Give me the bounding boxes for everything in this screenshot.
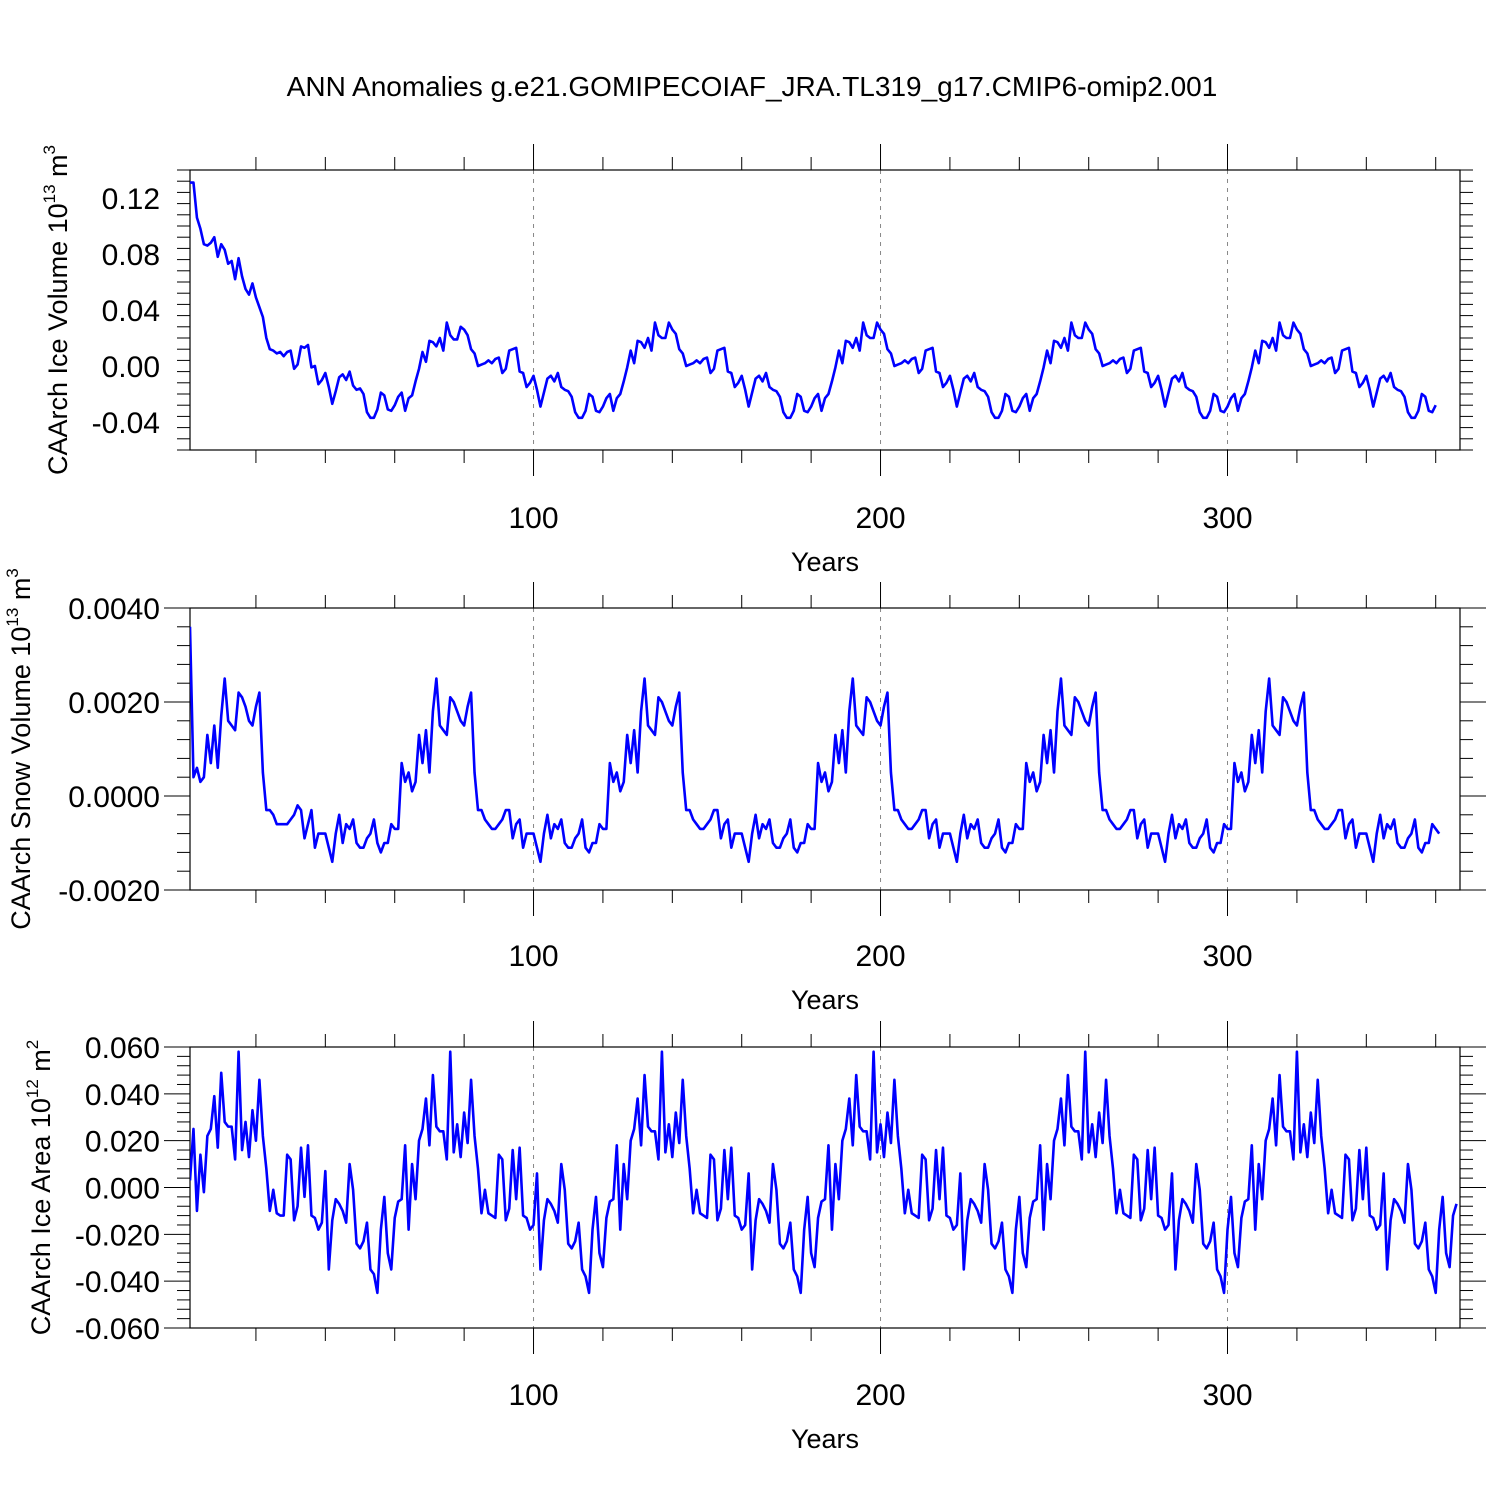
panel-3-y-tick-label: 0.060 <box>85 1032 160 1065</box>
panel-3-series-line <box>190 1050 1458 1295</box>
panel-1-y-axis-title: CAArch Ice Volume 1013 m3 <box>40 145 73 475</box>
panel-1-plot-frame <box>189 169 1461 451</box>
panel-1-y-axis-title-part: 3 <box>40 145 59 154</box>
panel-3-y-axis-title-part: CAArch Ice Area 10 <box>26 1098 56 1335</box>
panel-3-y-axis-title: CAArch Ice Area 1012 m2 <box>23 1040 56 1336</box>
panel-1-y-tick-label: -0.04 <box>92 407 160 440</box>
panel-2-plot-frame <box>189 607 1461 891</box>
panel-1-x-tick-label: 200 <box>855 502 905 535</box>
panel-3: 100 200 300 -0.060 -0.040 -0.020 0.000 0.020 0.0… <box>23 1021 1486 1454</box>
panel-2-y-tick-label: 0.0020 <box>68 687 160 720</box>
panel-1-x-axis-title: Years <box>791 547 859 577</box>
panel-2-y-tick-label: 0.0000 <box>68 781 160 814</box>
main-title: ANN Anomalies g.e21.GOMIPECOIAF_JRA.TL31… <box>287 71 1218 102</box>
panel-1-x-tick-label: 100 <box>508 502 558 535</box>
panel-3-x-tick-label: 300 <box>1202 1379 1252 1412</box>
panel-1-y-tick-label: 0.08 <box>102 239 160 272</box>
panel-2-series-line <box>190 626 1441 864</box>
panel-3-x-axis-title: Years <box>791 1424 859 1454</box>
panel-3-x-tick-label: 100 <box>508 1379 558 1412</box>
panel-3-x-tick-label: 200 <box>855 1379 905 1412</box>
panel-3-y-tick-label: 0.040 <box>85 1079 160 1112</box>
panel-3-y-tick-label: -0.040 <box>75 1266 160 1299</box>
panel-1-x-tick-label: 300 <box>1202 502 1252 535</box>
panel-3-y-axis-title-part: 2 <box>23 1040 42 1049</box>
panel-3-y-tick-label: -0.020 <box>75 1219 160 1252</box>
panel-2: 100 200 300 -0.0020 0.0000 0.0020 0.0040 Years C… <box>3 568 1486 1015</box>
panel-3-y-axis-title-part: 12 <box>23 1079 42 1098</box>
panel-2-y-axis-title-part: 13 <box>3 608 22 627</box>
panel-2-y-axis-title-part: 3 <box>3 568 22 577</box>
panel-2-y-tick-label: 0.0040 <box>68 593 160 626</box>
panel-1-y-tick-label: 0.12 <box>102 183 160 216</box>
panel-2-y-axis-title-part: CAArch Snow Volume 10 <box>6 627 36 930</box>
panel-2-y-tick-label: -0.0020 <box>58 875 160 908</box>
panel-1-series-line <box>190 181 1437 420</box>
panel-1-y-tick-label: 0.04 <box>102 295 160 328</box>
panel-2-y-axis-title: CAArch Snow Volume 1013 m3 <box>3 568 36 930</box>
panel-1: 100 200 300 -0.04 0.00 0.04 0.08 0.12 Years CAArc… <box>40 144 1473 577</box>
panel-3-y-axis-title-part: m <box>26 1049 56 1079</box>
panel-3-y-tick-label: 0.020 <box>85 1126 160 1159</box>
panel-1-y-tick-label: 0.00 <box>102 351 160 384</box>
panel-2-x-tick-label: 300 <box>1202 940 1252 973</box>
panel-1-y-axis-title-part: m <box>43 154 73 184</box>
panel-2-y-axis-title-part: m <box>6 578 36 608</box>
panel-2-x-tick-label: 100 <box>508 940 558 973</box>
panel-3-y-tick-label: -0.060 <box>75 1313 160 1346</box>
panel-3-y-tick-label: 0.000 <box>85 1173 160 1206</box>
panel-1-y-axis-title-part: CAArch Ice Volume 10 <box>43 203 73 475</box>
panel-3-plot-frame <box>189 1046 1461 1329</box>
panel-2-x-axis-title: Years <box>791 985 859 1015</box>
panel-1-y-axis-title-part: 13 <box>40 184 59 203</box>
panel-2-x-tick-label: 200 <box>855 940 905 973</box>
